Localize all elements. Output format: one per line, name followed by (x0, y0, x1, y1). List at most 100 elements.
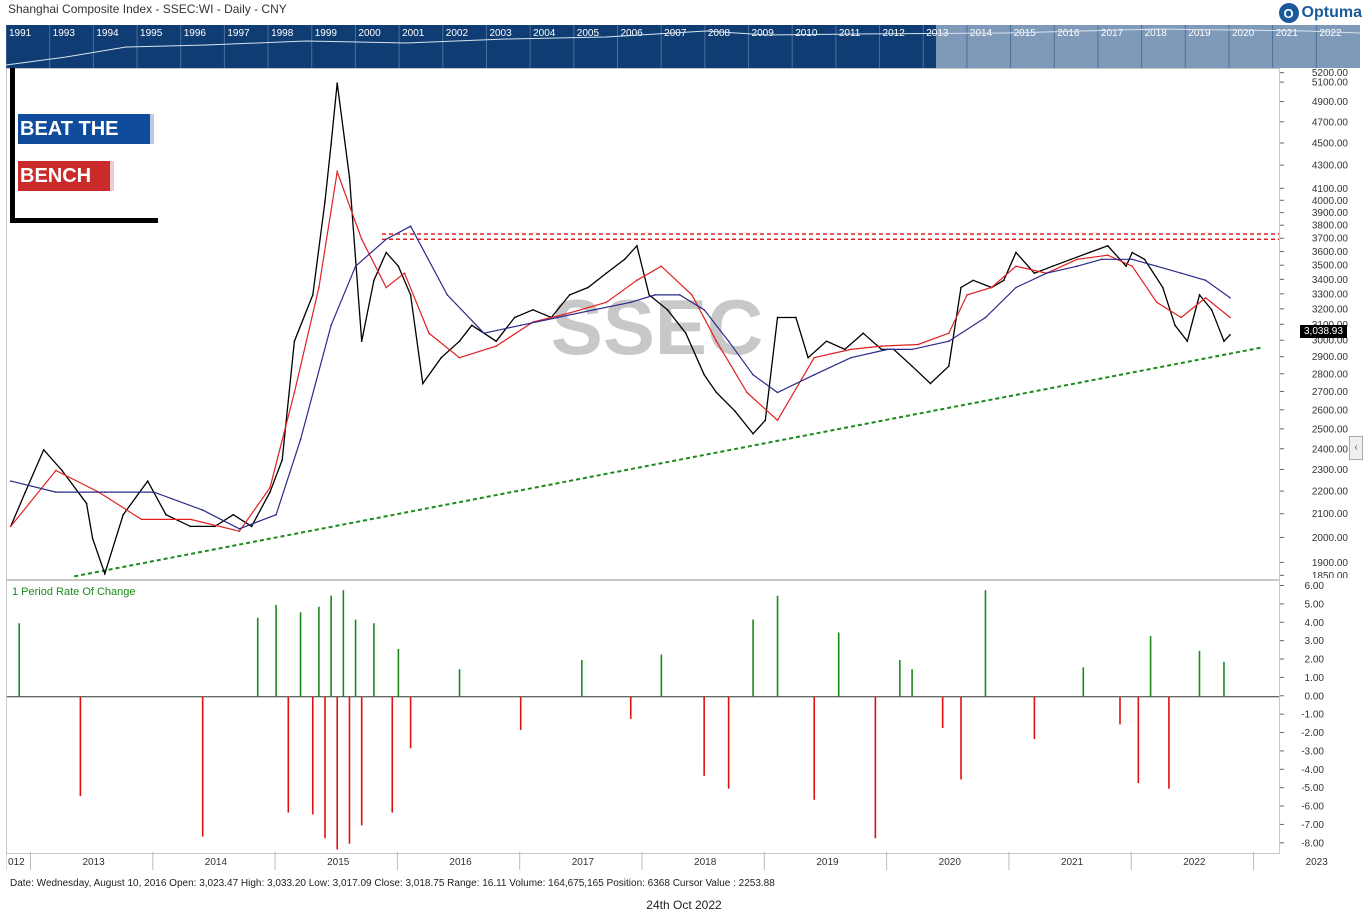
roc-axis-label: 2.00 (1305, 655, 1325, 666)
data-point-price (1186, 340, 1189, 343)
data-point-ma-long (55, 491, 57, 493)
data-point-price (250, 525, 253, 528)
data-point-ma-long (813, 373, 816, 376)
data-point-ma-short (1131, 265, 1134, 268)
roc-panel[interactable] (6, 580, 1280, 854)
price-axis-label: 3700.00 (1312, 234, 1349, 245)
logo-bracket-vertical (10, 68, 15, 223)
data-point-price (42, 448, 45, 451)
overview-year-label: 2009 (752, 28, 775, 39)
price-axis-label: 2800.00 (1312, 369, 1349, 380)
data-point-ma-long (104, 491, 106, 493)
data-point-ma-short (966, 294, 968, 296)
chart-title: Shanghai Composite Index - SSEC:WI - Dai… (8, 2, 287, 16)
support-trendline (74, 346, 1261, 578)
overview-year-label: 1991 (9, 28, 32, 39)
data-point-ma-long (1100, 258, 1103, 261)
price-axis-label: 3000.00 (1312, 336, 1349, 347)
data-point-ma-short (568, 312, 571, 314)
data-point-ma-long (330, 324, 332, 327)
data-point-price (293, 340, 296, 343)
data-point-price (440, 356, 442, 359)
data-point-price (880, 348, 883, 351)
price-axis-label: 5100.00 (1312, 78, 1349, 89)
data-point-price (587, 286, 589, 289)
data-point-ma-long (1180, 272, 1182, 275)
data-point-price (795, 316, 797, 319)
data-point-ma-short (746, 391, 748, 394)
data-point-ma-short (189, 518, 192, 521)
data-point-ma-long (1155, 265, 1158, 268)
overview-year-label: 2011 (839, 28, 861, 39)
data-point-ma-short (385, 286, 387, 289)
data-point-ma-short (293, 391, 296, 394)
overview-mini-line (6, 28, 1360, 66)
data-point-price (24, 491, 27, 493)
data-point-price (1143, 258, 1146, 261)
roc-axis-label: 6.00 (1305, 581, 1325, 592)
data-point-ma-short (1204, 297, 1207, 299)
data-point-ma-long (446, 294, 449, 296)
price-axis-label: 2400.00 (1312, 444, 1349, 455)
data-point-ma-short (990, 286, 993, 289)
price-axis-label: 3200.00 (1312, 304, 1349, 315)
x-axis-label: 2020 (939, 857, 962, 868)
x-axis-label: 2023 (1306, 857, 1329, 868)
overview-year-label: 2017 (1101, 28, 1124, 39)
data-point-price (1223, 340, 1225, 343)
price-axis-label: 3500.00 (1312, 261, 1349, 272)
x-axis-label: 2014 (205, 857, 228, 868)
data-point-ma-long (727, 340, 730, 343)
data-point-price (947, 365, 950, 367)
overview-navigator[interactable]: 1991 1993 1994 1995 1996 1997 1998 1999 2000 2001… (6, 25, 1360, 68)
collapse-panel-button[interactable]: ‹ (1349, 436, 1363, 460)
data-point-price (1162, 286, 1164, 289)
roc-axis-label: 0.00 (1305, 691, 1325, 702)
roc-axis-label: -1.00 (1301, 710, 1324, 721)
price-panel[interactable]: SSEC (6, 68, 1280, 580)
data-point-ma-long (152, 491, 155, 493)
footer-date: 24th Oct 2022 (646, 898, 722, 912)
data-point-price (764, 419, 767, 422)
overview-year-label: 2004 (533, 28, 556, 39)
data-point-price (324, 200, 326, 203)
data-point-price (409, 294, 412, 296)
data-point-price (972, 279, 975, 282)
price-axis-label: 5200.00 (1312, 68, 1349, 79)
roc-chart (7, 590, 1279, 850)
data-point-price (685, 332, 687, 334)
data-point-ma-long (593, 309, 595, 311)
data-point-price (513, 316, 516, 319)
data-point-price (825, 340, 828, 343)
data-point-ma-short (660, 265, 663, 268)
data-point-ma-long (519, 324, 522, 327)
x-axis-label: 2013 (82, 857, 105, 868)
price-axis-label: 3600.00 (1312, 247, 1349, 258)
data-point-price (348, 176, 351, 179)
data-point-price (281, 459, 283, 461)
roc-indicator-label: 1 Period Rate Of Change (12, 586, 136, 598)
data-point-ma-short (140, 518, 143, 521)
logo-bracket-horizontal (10, 218, 158, 223)
overview-year-label: 2006 (620, 28, 643, 39)
data-point-price (1210, 309, 1213, 311)
data-point-ma-short (1229, 316, 1231, 319)
price-axis-label: 3900.00 (1312, 208, 1349, 219)
data-point-ma-short (1180, 316, 1182, 319)
data-point-ma-long (629, 301, 632, 304)
overview-year-label: 2008 (708, 28, 731, 39)
price-axis-label: 4000.00 (1312, 196, 1349, 207)
overview-year-label: 2016 (1057, 28, 1080, 39)
data-point-ma-short (1076, 258, 1078, 261)
data-point-price (385, 251, 387, 254)
price-axis-label: 4900.00 (1312, 97, 1349, 108)
data-point-ma-short (605, 301, 608, 304)
data-point-price (1229, 333, 1231, 336)
overview-visible-range[interactable] (936, 25, 1360, 68)
data-point-ma-long (752, 373, 754, 376)
data-point-price (1198, 294, 1201, 296)
data-point-price (495, 340, 498, 343)
data-point-ma-long (9, 480, 12, 482)
data-point-ma-long (984, 316, 987, 319)
data-point-price (1125, 265, 1127, 268)
